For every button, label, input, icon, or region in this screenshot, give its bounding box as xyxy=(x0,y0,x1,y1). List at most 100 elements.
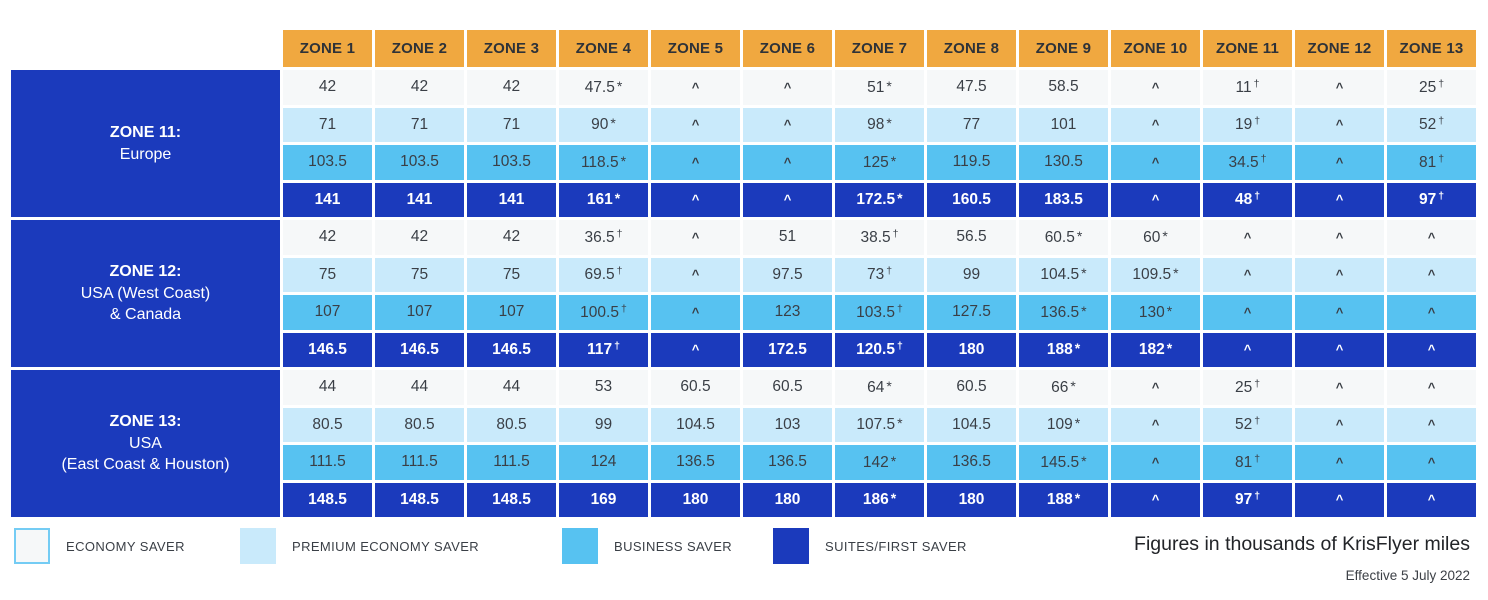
award-cell: 136.5 xyxy=(651,445,740,480)
award-cell: 130 * xyxy=(1111,295,1200,330)
award-cell: 148.5 xyxy=(283,482,372,517)
row-group-zone: ZONE 12: xyxy=(109,263,182,281)
award-cell: 107 xyxy=(467,295,556,330)
award-cell: 51 xyxy=(743,220,832,255)
award-cell: ^ xyxy=(651,257,740,292)
asterisk-marker: * xyxy=(890,452,897,469)
row-group-label: ZONE 13: USA (East Coast & Houston) xyxy=(11,370,280,517)
award-cell: 60.5 xyxy=(927,370,1016,405)
business-saver-swatch-icon xyxy=(562,528,598,564)
award-table-body: ZONE 11: Europe 42 42 42 47.5 * ^ ^ 51 * 47.5 58.5 ^ 1… xyxy=(11,70,1476,517)
economy-saver-swatch-icon xyxy=(14,528,50,564)
award-cell: 19 † xyxy=(1203,107,1292,142)
corner-spacer xyxy=(11,30,280,67)
award-cell: 51 * xyxy=(835,70,924,105)
zone-column-header: ZONE 7 xyxy=(835,30,924,67)
award-cell: 60.5 xyxy=(743,370,832,405)
award-cell: ^ xyxy=(743,107,832,142)
award-row: 80.5 80.5 80.5 99 104.5 103 107.5 * 104.5 109 * ^ 52… xyxy=(11,407,1476,442)
asterisk-marker: * xyxy=(890,152,897,169)
award-cell: ^ xyxy=(1387,257,1476,292)
award-cell: 60.5 * xyxy=(1019,220,1108,255)
award-cell: 104.5 xyxy=(651,407,740,442)
award-cell: 44 xyxy=(467,370,556,405)
award-cell: 42 xyxy=(375,70,464,105)
award-cell: 44 xyxy=(283,370,372,405)
award-cell: ^ xyxy=(1295,107,1384,142)
award-cell: ^ xyxy=(1203,220,1292,255)
dagger-marker: † xyxy=(896,302,903,315)
award-cell: ^ xyxy=(1295,370,1384,405)
row-group-label: ZONE 12: USA (West Coast) & Canada xyxy=(11,220,280,367)
award-cell: 42 xyxy=(283,220,372,255)
award-row: 75 75 75 69.5 † ^ 97.5 73 † 99 104.5 * 109.5 * ^ ^ ^ xyxy=(11,257,1476,292)
award-cell: 142 * xyxy=(835,445,924,480)
award-cell: 75 xyxy=(375,257,464,292)
award-cell: ^ xyxy=(1111,70,1200,105)
award-cell: 77 xyxy=(927,107,1016,142)
award-cell: 141 xyxy=(283,182,372,217)
dagger-marker: † xyxy=(1254,377,1261,390)
award-cell: 64 * xyxy=(835,370,924,405)
award-cell: ^ xyxy=(1111,445,1200,480)
award-cell: 60.5 xyxy=(651,370,740,405)
award-cell: 125 * xyxy=(835,145,924,180)
award-cell: 80.5 xyxy=(283,407,372,442)
award-cell: 90 * xyxy=(559,107,648,142)
zone-column-header: ZONE 9 xyxy=(1019,30,1108,67)
award-cell: 47.5 xyxy=(927,70,1016,105)
asterisk-marker: * xyxy=(1162,227,1168,244)
award-cell: ^ xyxy=(1111,370,1200,405)
premium-economy-saver-swatch-icon xyxy=(240,528,276,564)
award-cell: 81 † xyxy=(1387,145,1476,180)
award-cell: 25 † xyxy=(1387,70,1476,105)
award-cell: 141 xyxy=(375,182,464,217)
award-row: 146.5 146.5 146.5 117 † ^ 172.5 120.5 † 180 188 * 18… xyxy=(11,332,1476,367)
award-cell: ^ xyxy=(1295,295,1384,330)
asterisk-marker: * xyxy=(897,415,903,432)
award-cell: 103 xyxy=(743,407,832,442)
award-cell: 25 † xyxy=(1203,370,1292,405)
dagger-marker: † xyxy=(1254,115,1261,128)
award-cell: 188 * xyxy=(1019,482,1108,517)
footer-notes: Figures in thousands of KrisFlyer miles … xyxy=(1134,533,1470,583)
award-row: 111.5 111.5 111.5 124 136.5 136.5 142 * 136.5 145… xyxy=(11,445,1476,480)
asterisk-marker: * xyxy=(886,377,892,394)
award-cell: 42 xyxy=(467,220,556,255)
zone-column-header: ZONE 6 xyxy=(743,30,832,67)
effective-date-note: Effective 5 July 2022 xyxy=(1345,568,1470,583)
asterisk-marker: * xyxy=(897,190,903,207)
award-cell: 146.5 xyxy=(467,332,556,367)
dagger-marker: † xyxy=(1438,152,1445,165)
award-cell: 36.5 † xyxy=(559,220,648,255)
award-cell: 103.5 xyxy=(375,145,464,180)
zone-column-header: ZONE 1 xyxy=(283,30,372,67)
award-cell: 107 xyxy=(283,295,372,330)
award-cell: 186 * xyxy=(835,482,924,517)
award-cell: 80.5 xyxy=(375,407,464,442)
zone-column-header: ZONE 11 xyxy=(1203,30,1292,67)
row-group-region: & Canada xyxy=(109,306,182,324)
award-cell: 48 † xyxy=(1203,182,1292,217)
award-cell: ^ xyxy=(743,182,832,217)
asterisk-marker: * xyxy=(1076,227,1083,244)
award-cell: 136.5 * xyxy=(1019,295,1108,330)
dagger-marker: † xyxy=(1260,152,1267,165)
row-group-label: ZONE 11: Europe xyxy=(11,70,280,217)
award-cell: ^ xyxy=(1203,295,1292,330)
award-cell: 180 xyxy=(743,482,832,517)
award-cell: 183.5 xyxy=(1019,182,1108,217)
award-cell: ^ xyxy=(651,332,740,367)
award-cell: 52 † xyxy=(1203,407,1292,442)
asterisk-marker: * xyxy=(890,490,897,507)
legend-item-premium-economy-saver: PREMIUM ECONOMY SAVER xyxy=(240,528,562,564)
award-cell: ^ xyxy=(651,107,740,142)
award-cell: 148.5 xyxy=(375,482,464,517)
award-cell: 97 † xyxy=(1203,482,1292,517)
award-cell: 109.5 * xyxy=(1111,257,1200,292)
award-cell: 117 † xyxy=(559,332,648,367)
award-cell: 103.5 † xyxy=(835,295,924,330)
award-cell: 123 xyxy=(743,295,832,330)
award-cell: 97 † xyxy=(1387,182,1476,217)
